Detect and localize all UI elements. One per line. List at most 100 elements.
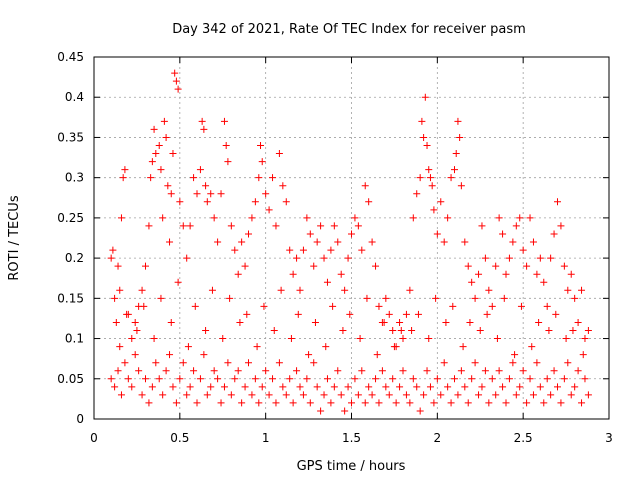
data-point — [150, 125, 158, 133]
data-point — [260, 302, 268, 310]
data-point — [231, 246, 239, 254]
data-point — [368, 238, 376, 246]
data-point — [279, 182, 287, 190]
data-point — [210, 367, 218, 375]
data-point — [145, 222, 153, 230]
data-point — [478, 222, 486, 230]
data-point — [560, 262, 568, 270]
data-point — [569, 327, 577, 335]
data-point — [245, 230, 252, 238]
data-point — [190, 367, 198, 375]
data-point — [428, 182, 436, 190]
data-point — [262, 190, 270, 198]
data-point — [523, 262, 531, 270]
data-point — [214, 238, 222, 246]
data-point — [327, 246, 335, 254]
data-point — [475, 391, 483, 399]
data-point — [372, 375, 380, 383]
data-point — [155, 375, 163, 383]
data-point — [166, 238, 174, 246]
data-point — [493, 335, 501, 343]
data-point — [207, 383, 215, 391]
data-point — [179, 222, 187, 230]
data-point — [208, 286, 216, 294]
data-point — [131, 318, 139, 326]
data-point — [344, 383, 352, 391]
data-point — [123, 310, 131, 318]
data-point — [174, 85, 182, 93]
data-point — [227, 391, 235, 399]
data-point — [543, 375, 551, 383]
data-point — [275, 150, 283, 158]
data-point — [533, 359, 541, 367]
data-point — [320, 391, 328, 399]
data-point — [495, 367, 503, 375]
data-point — [396, 383, 404, 391]
data-point — [421, 93, 429, 101]
data-point — [509, 238, 517, 246]
data-point — [294, 310, 302, 318]
data-point — [464, 262, 472, 270]
data-point — [167, 190, 175, 198]
data-point — [322, 343, 330, 351]
data-point — [550, 367, 558, 375]
data-point — [140, 302, 148, 310]
data-point — [116, 343, 124, 351]
x-tick-label: 0.5 — [170, 431, 189, 445]
data-point — [442, 318, 450, 326]
data-point — [378, 367, 386, 375]
data-point — [111, 383, 119, 391]
data-point — [330, 222, 338, 230]
data-point — [564, 359, 572, 367]
data-point — [348, 230, 355, 238]
data-point — [365, 198, 373, 206]
data-point — [425, 166, 433, 174]
data-point — [193, 190, 201, 198]
data-point — [157, 166, 165, 174]
data-point — [456, 133, 464, 141]
data-point — [219, 335, 227, 343]
data-point — [420, 133, 428, 141]
data-point — [351, 375, 359, 383]
data-point — [251, 198, 259, 206]
data-point — [354, 391, 362, 399]
data-point — [138, 391, 146, 399]
data-point — [399, 335, 407, 343]
data-point — [131, 351, 139, 359]
data-point — [471, 359, 479, 367]
data-point — [361, 182, 369, 190]
data-point — [454, 117, 462, 125]
data-point — [317, 222, 325, 230]
data-point — [552, 310, 560, 318]
data-point — [124, 375, 132, 383]
data-point — [116, 286, 124, 294]
x-tick-label: 3 — [605, 431, 613, 445]
data-point — [241, 262, 249, 270]
data-point — [269, 375, 277, 383]
data-point — [255, 399, 263, 407]
data-point — [203, 198, 211, 206]
data-point — [440, 238, 448, 246]
data-point — [200, 125, 208, 133]
data-point — [584, 327, 592, 335]
data-point — [516, 383, 524, 391]
data-point — [354, 222, 362, 230]
data-point — [203, 391, 211, 399]
data-point — [483, 310, 491, 318]
data-point — [478, 383, 486, 391]
data-point — [523, 399, 531, 407]
data-point — [186, 222, 194, 230]
data-point — [457, 182, 465, 190]
data-point — [162, 133, 170, 141]
data-point — [282, 391, 290, 399]
data-point — [135, 367, 143, 375]
data-point — [461, 238, 469, 246]
data-point — [413, 190, 421, 198]
data-point — [540, 399, 548, 407]
data-point — [159, 391, 167, 399]
data-point — [190, 174, 198, 182]
data-point — [437, 391, 445, 399]
data-point — [286, 246, 294, 254]
data-point — [320, 254, 328, 262]
data-point — [423, 367, 431, 375]
